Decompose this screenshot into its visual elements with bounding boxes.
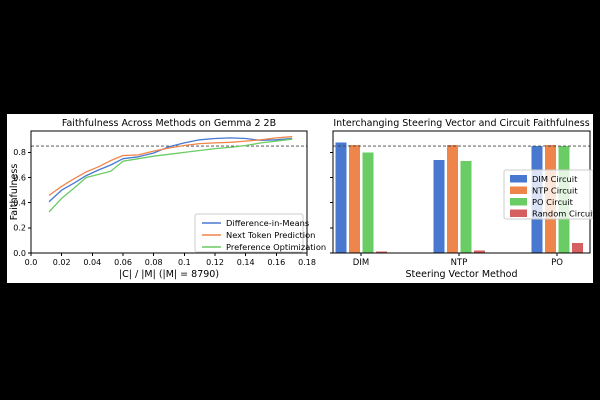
- legend-label: Difference-in-Means: [226, 218, 309, 228]
- x-tick-label: 0.18: [298, 258, 316, 267]
- chart-title: Interchanging Steering Vector and Circui…: [333, 118, 589, 129]
- x-tick-label: 0.16: [267, 258, 285, 267]
- charts-svg: 0.0 0.2 0.4 0.6 0.8 0.0 0.02 0.04 0.06 0.08 0.1 0.1…: [9, 118, 596, 280]
- legend-color-swatch: [510, 209, 527, 217]
- y-tick-label: 0.8: [13, 148, 26, 157]
- y-tick-label: 0.6: [13, 173, 26, 182]
- line-series-2: [48, 138, 293, 213]
- line-chart-legend: Difference-in-Means Next Token Prediction…: [194, 213, 326, 253]
- x-tick-label: 0.0: [25, 258, 38, 267]
- x-tick-label: 0.12: [206, 258, 224, 267]
- legend-label: NTP Circuit: [532, 186, 578, 196]
- bar: [335, 142, 347, 253]
- plot-border: [30, 130, 308, 254]
- legend-color-swatch: [510, 186, 527, 194]
- x-tick-label: 0.1: [178, 258, 191, 267]
- bar: [460, 161, 472, 253]
- bar-chart-interchange: DIM NTP PO Interchanging Steering Vector an…: [330, 118, 596, 280]
- bar: [362, 152, 374, 253]
- y-tick-label: 0.2: [13, 224, 26, 233]
- y-tick-label: 0.0: [13, 249, 26, 258]
- legend-label: Preference Optimization: [226, 242, 326, 252]
- x-tick-label: 0.02: [53, 258, 71, 267]
- bar-series-3: [375, 242, 583, 253]
- x-tick-label: 0.14: [237, 258, 255, 267]
- legend-label: Random Circuit: [532, 209, 593, 219]
- x-tick-label: 0.04: [83, 258, 101, 267]
- chart-title: Faithfulness Across Methods on Gemma 2 2…: [62, 118, 276, 129]
- legend-label: DIM Circuit: [532, 174, 578, 184]
- bar: [571, 242, 583, 253]
- line-chart-faithfulness: 0.0 0.2 0.4 0.6 0.8 0.0 0.02 0.04 0.06 0.08 0.1 0.1…: [9, 118, 326, 280]
- matplotlib-figure: 0.0 0.2 0.4 0.6 0.8 0.0 0.02 0.04 0.06 0.08 0.1 0.1…: [7, 114, 596, 283]
- bar: [446, 144, 458, 253]
- legend-label: Next Token Prediction: [226, 230, 315, 240]
- category-label: PO: [551, 258, 563, 268]
- y-axis-label: Faithfulness: [9, 164, 20, 221]
- bar: [348, 144, 360, 253]
- x-axis-label: |C| / |M| (|M| = 8790): [119, 269, 219, 280]
- category-label: DIM: [353, 258, 369, 268]
- x-tick-label: 0.08: [145, 258, 163, 267]
- y-tick-label: 0.4: [13, 198, 26, 207]
- legend-box: [194, 213, 304, 253]
- bar: [433, 159, 445, 253]
- x-tick-label: 0.06: [114, 258, 132, 267]
- legend-color-swatch: [510, 198, 527, 206]
- bar: [473, 250, 485, 253]
- bar: [375, 251, 387, 253]
- category-label: NTP: [451, 258, 468, 268]
- x-axis-label: Steering Vector Method: [406, 269, 518, 280]
- line-series-1: [48, 136, 293, 196]
- legend-color-swatch: [510, 175, 527, 183]
- legend-label: PO Circuit: [532, 197, 574, 207]
